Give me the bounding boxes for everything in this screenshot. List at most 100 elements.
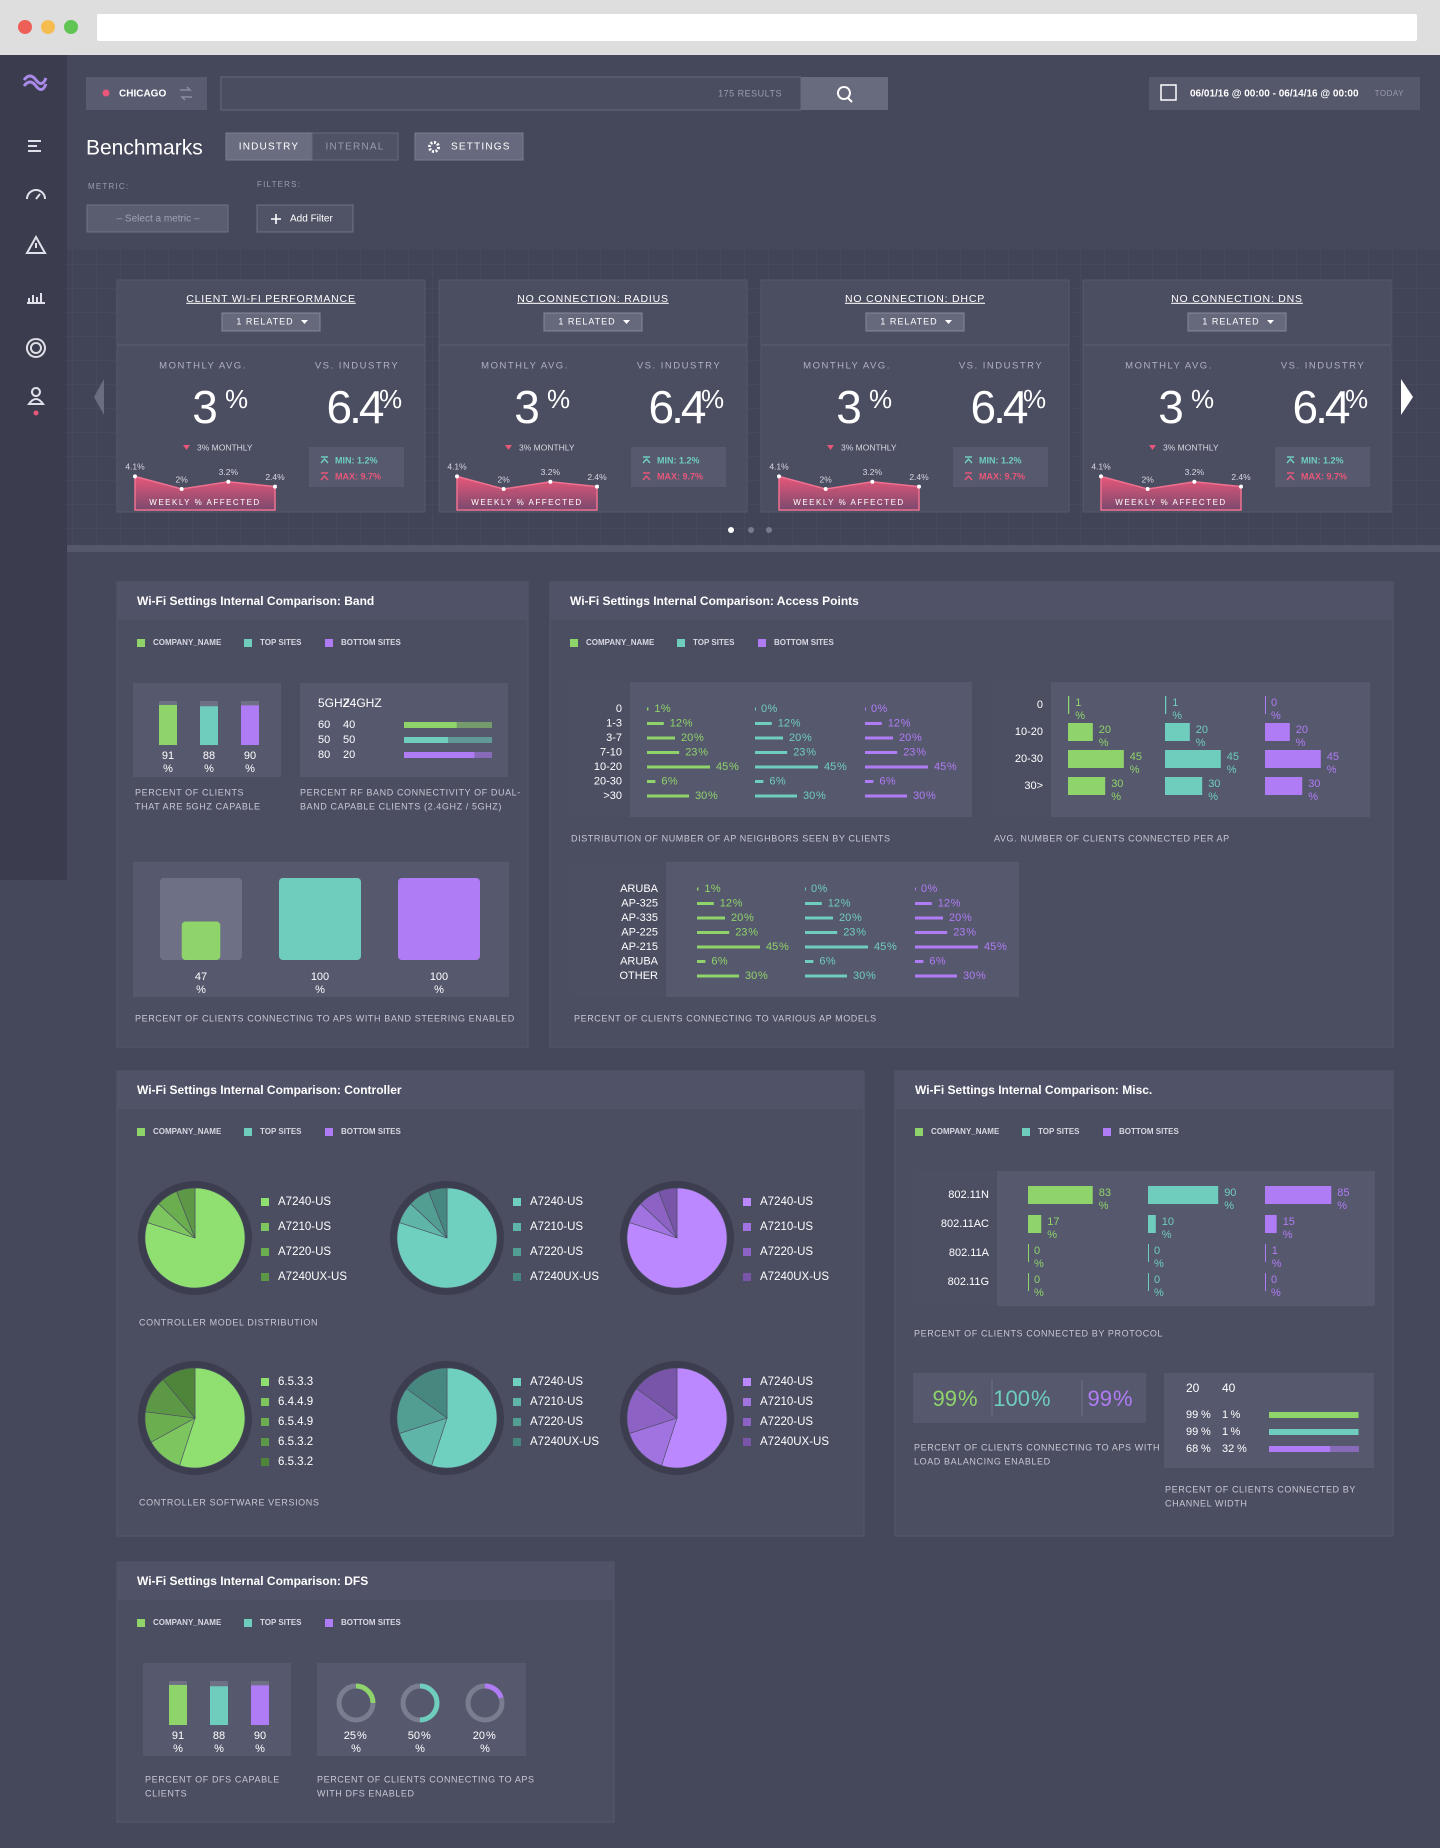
pie-legend-label: A7220-US [760, 1416, 813, 1428]
sidebar-icon[interactable] [28, 140, 41, 152]
value-label: 90 [254, 1730, 266, 1742]
trend-caption: WEEKLY % AFFECTED [471, 498, 582, 507]
monthly-value: 3 [1158, 381, 1184, 433]
value-label: 30 [853, 970, 865, 982]
bar [1068, 750, 1124, 768]
value-label: 45 [1327, 751, 1339, 763]
bar [1265, 1215, 1277, 1233]
unit: % [776, 775, 786, 787]
value-label: 12 [888, 717, 900, 729]
trend-label: 2.4% [1231, 472, 1251, 482]
unit: % [1196, 737, 1206, 749]
legend-swatch [513, 1418, 521, 1426]
trend-point [1099, 474, 1103, 479]
bar [697, 916, 725, 920]
dropdown-arrow [1267, 320, 1274, 324]
metric-label: VS. INDUSTRY [1281, 361, 1365, 372]
value-label: 100 [311, 971, 329, 983]
dropdown-arrow [301, 320, 308, 324]
trend-label: 2% [1142, 474, 1155, 484]
card-title[interactable]: NO CONNECTION: RADIUS [517, 293, 669, 305]
unit: % [1237, 1443, 1247, 1455]
min-label: MIN: 1.2% [657, 455, 700, 465]
search-button[interactable] [801, 77, 888, 110]
card-title[interactable]: CLIENT WI-FI PERFORMANCE [186, 293, 356, 305]
category-label: 0 [616, 703, 622, 715]
unit: % [748, 926, 758, 938]
carousel-next[interactable] [1401, 379, 1413, 415]
carousel-dot[interactable] [748, 527, 754, 533]
location-dot [33, 410, 39, 416]
metric-select[interactable] [86, 204, 229, 233]
add-filter-label: Add Filter [290, 214, 333, 225]
bar [1148, 1186, 1219, 1204]
min-max-box [309, 447, 404, 487]
related-button[interactable] [1187, 312, 1287, 332]
value-label: 30 [963, 970, 975, 982]
carousel-dot[interactable] [728, 527, 734, 533]
carousel-dot[interactable] [766, 527, 772, 533]
chart-box [317, 1663, 526, 1756]
sidebar-icon[interactable] [26, 189, 46, 200]
legend-swatch [1103, 1128, 1111, 1136]
legend-label: BOTTOM SITES [341, 638, 402, 647]
value-label: 0 [1271, 697, 1277, 709]
trend-point [226, 479, 231, 484]
related-button[interactable] [543, 312, 643, 332]
max-icon [1286, 472, 1295, 481]
bar [1265, 1244, 1266, 1262]
card-title[interactable]: NO CONNECTION: DHCP [845, 293, 985, 305]
unit: % [1047, 1229, 1057, 1241]
metric-label: MONTHLY AVG. [159, 361, 247, 372]
industry-value: 6.4 [649, 381, 706, 433]
value-label: 32 [1222, 1443, 1234, 1455]
bar [697, 902, 714, 905]
address-bar[interactable] [97, 14, 1417, 41]
unit: % [196, 984, 206, 996]
unit: % [997, 941, 1007, 953]
value-label: 88 [213, 1730, 225, 1742]
window-button [41, 20, 55, 34]
category-label: 802.11A [949, 1247, 990, 1259]
settings-button[interactable] [414, 132, 524, 161]
column-header: 20 [1186, 1381, 1200, 1395]
value-label: 99 [1186, 1409, 1198, 1421]
trend-point [273, 484, 277, 489]
bar [865, 751, 898, 754]
legend-swatch [743, 1378, 751, 1386]
legend-swatch [570, 639, 578, 647]
bar-segment [1269, 1446, 1331, 1452]
today[interactable]: TODAY [1375, 89, 1404, 98]
tab[interactable] [311, 132, 399, 161]
sidebar-icon[interactable] [25, 234, 47, 254]
label-column [570, 682, 630, 817]
location-pin [102, 89, 110, 97]
unit: % [837, 761, 847, 773]
search-input[interactable] [220, 76, 802, 111]
tab[interactable] [225, 132, 313, 161]
monthly-value: 3 [192, 381, 218, 433]
related-button[interactable] [221, 312, 321, 332]
carousel-prev[interactable] [94, 379, 104, 415]
related-button[interactable] [865, 312, 965, 332]
unit: % [214, 1743, 224, 1755]
square-track [160, 878, 242, 960]
card-title[interactable]: NO CONNECTION: DNS [1171, 293, 1303, 305]
value-label: 20 [949, 912, 961, 924]
unit: % [936, 955, 946, 967]
donut [336, 1683, 376, 1723]
date-picker[interactable] [1149, 77, 1420, 110]
bar [805, 945, 868, 949]
dropdown-arrow [945, 320, 952, 324]
caption: AVG. NUMBER OF CLIENTS CONNECTED PER AP [994, 833, 1230, 843]
legend-swatch [261, 1273, 269, 1281]
value-label: 1 [1222, 1409, 1228, 1421]
sidebar-icon[interactable] [27, 387, 45, 405]
unit: % [802, 732, 812, 744]
bar-segment [1358, 1412, 1359, 1418]
bar [805, 974, 847, 978]
sidebar-icon[interactable] [25, 338, 46, 358]
pie-legend-label: A7240-US [530, 1376, 583, 1388]
sidebar-icon[interactable] [27, 293, 45, 304]
monthly-change: 3% MONTHLY [519, 442, 575, 452]
